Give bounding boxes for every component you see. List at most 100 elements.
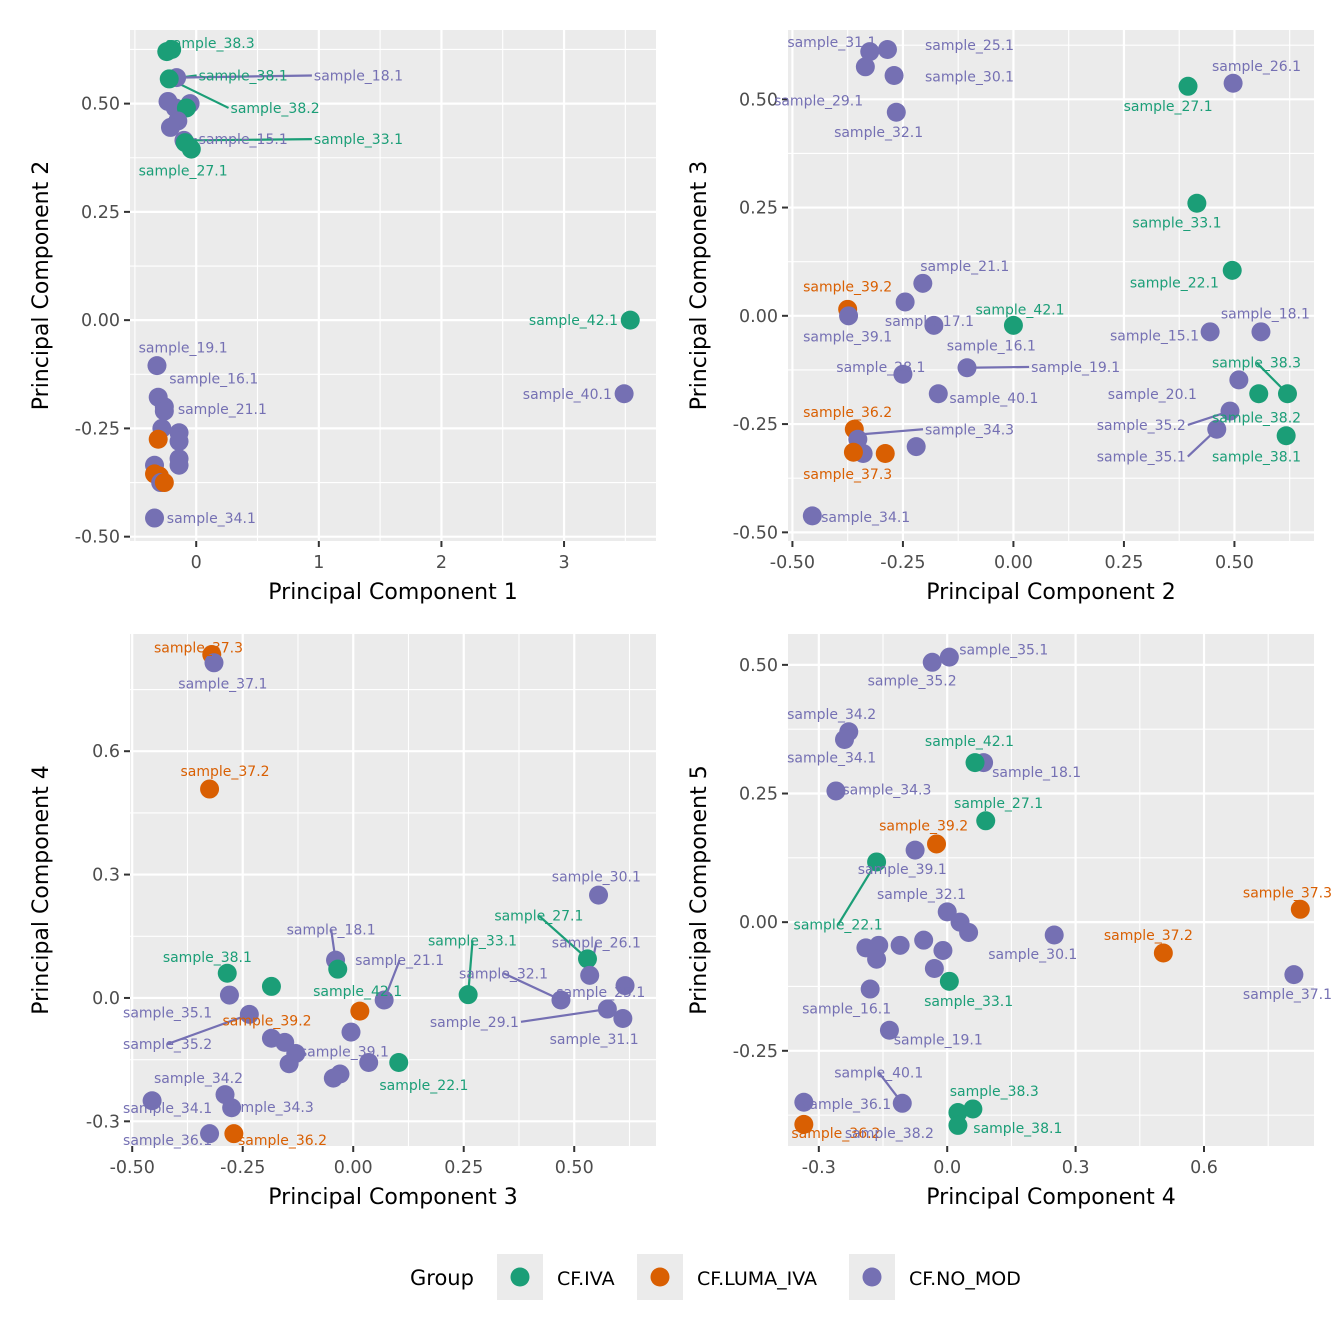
point-label: sample_29.1 bbox=[774, 94, 863, 110]
data-point-cf-luma-iva bbox=[1153, 943, 1173, 963]
data-point-cf-no-mod bbox=[1229, 370, 1249, 390]
data-point-cf-iva bbox=[1276, 426, 1296, 446]
data-point-cf-no-mod bbox=[1223, 73, 1243, 93]
point-label: sample_36.1 bbox=[802, 1097, 891, 1113]
data-point-cf-no-mod bbox=[160, 117, 180, 137]
data-point-cf-luma-iva bbox=[224, 1124, 244, 1144]
data-point-cf-no-mod bbox=[614, 384, 634, 404]
point-label: sample_15.1 bbox=[1110, 328, 1199, 344]
point-label: sample_38.1 bbox=[163, 950, 252, 966]
point-label: sample_42.1 bbox=[529, 313, 618, 329]
y-axis-title: Principal Component 5 bbox=[687, 765, 712, 1014]
point-label: sample_29.1 bbox=[430, 1015, 519, 1031]
point-label: sample_35.1 bbox=[123, 1005, 212, 1021]
y-tick-label: 0.50 bbox=[739, 90, 778, 110]
legend-label: CF.IVA bbox=[557, 1268, 615, 1290]
point-label: sample_28.1 bbox=[836, 360, 925, 376]
x-tick-label: 0.0 bbox=[933, 1158, 961, 1178]
point-label: sample_34.1 bbox=[123, 1101, 212, 1117]
panel-background bbox=[788, 634, 1314, 1146]
y-tick-label: 0.0 bbox=[92, 989, 120, 1009]
point-label: sample_22.1 bbox=[1130, 275, 1219, 291]
data-point-cf-iva bbox=[1187, 193, 1207, 213]
point-label: sample_26.1 bbox=[1212, 59, 1301, 75]
data-point-cf-no-mod bbox=[879, 1020, 899, 1040]
data-point-cf-no-mod bbox=[869, 935, 889, 955]
data-point-cf-iva bbox=[458, 985, 478, 1005]
data-point-cf-luma-iva bbox=[794, 1114, 814, 1134]
point-label: sample_33.1 bbox=[428, 933, 517, 949]
point-label: sample_35.2 bbox=[868, 673, 957, 689]
data-point-cf-no-mod bbox=[802, 506, 822, 526]
label-leader-line bbox=[185, 138, 312, 142]
data-point-cf-iva bbox=[389, 1053, 409, 1073]
point-label: sample_38.3 bbox=[166, 36, 255, 52]
data-point-cf-no-mod bbox=[884, 65, 904, 85]
point-label: sample_40.1 bbox=[949, 391, 1038, 407]
data-point-cf-no-mod bbox=[341, 1022, 361, 1042]
data-point-cf-no-mod bbox=[1220, 401, 1240, 421]
legend-key-cf-luma-iva-icon bbox=[650, 1267, 670, 1287]
x-tick-label: 0.3 bbox=[1062, 1158, 1090, 1178]
data-point-cf-iva bbox=[620, 310, 640, 330]
data-point-cf-no-mod bbox=[860, 42, 880, 62]
point-label: sample_20.1 bbox=[1108, 387, 1197, 403]
data-point-cf-no-mod bbox=[826, 781, 846, 801]
data-point-cf-luma-iva bbox=[154, 473, 174, 493]
point-label: sample_38.2 bbox=[845, 1126, 934, 1142]
point-label: sample_39.1 bbox=[803, 330, 892, 346]
point-label: sample_39.1 bbox=[300, 1044, 389, 1060]
data-point-cf-no-mod bbox=[169, 455, 189, 475]
point-label: sample_36.2 bbox=[803, 405, 892, 421]
point-label: sample_40.1 bbox=[523, 387, 612, 403]
y-tick-label: -0.25 bbox=[733, 415, 778, 435]
data-point-cf-no-mod bbox=[906, 437, 926, 457]
point-label: sample_25.1 bbox=[556, 985, 645, 1001]
data-point-cf-no-mod bbox=[219, 985, 239, 1005]
point-label: sample_34.3 bbox=[225, 1100, 314, 1116]
panel-2: -0.50 -0.25 0.00 0.25 0.50 -0.50 -0.25 0.00 0.25… bbox=[687, 30, 1314, 605]
data-point-cf-no-mod bbox=[169, 431, 189, 451]
data-point-cf-no-mod bbox=[886, 102, 906, 122]
point-label: sample_36.2 bbox=[238, 1133, 327, 1149]
panel-4: -0.3 0.0 0.3 0.6 -0.25 0.00 0.25 0.50 Principal … bbox=[687, 634, 1332, 1210]
y-tick-label: 0.00 bbox=[81, 311, 120, 331]
y-tick-label: 0.00 bbox=[739, 913, 778, 933]
data-point-cf-iva bbox=[1222, 260, 1242, 280]
x-tick-label: -0.50 bbox=[110, 1158, 155, 1178]
data-point-cf-iva bbox=[181, 139, 201, 159]
label-leader-line bbox=[503, 972, 562, 1002]
y-tick-label: -0.3 bbox=[86, 1112, 120, 1132]
data-point-cf-no-mod bbox=[959, 922, 979, 942]
panel-background bbox=[788, 30, 1314, 541]
point-label: sample_30.1 bbox=[925, 69, 1014, 85]
data-point-cf-no-mod bbox=[895, 292, 915, 312]
data-point-cf-luma-iva bbox=[1290, 899, 1310, 919]
point-label: sample_15.1 bbox=[199, 132, 288, 148]
y-axis-title: Principal Component 3 bbox=[687, 161, 712, 410]
point-label: sample_34.2 bbox=[787, 707, 876, 723]
data-point-cf-iva bbox=[159, 69, 179, 89]
data-point-cf-no-mod bbox=[922, 652, 942, 672]
point-label: sample_25.1 bbox=[925, 38, 1014, 54]
x-tick-label: -0.50 bbox=[770, 553, 815, 573]
data-point-cf-iva bbox=[1003, 315, 1023, 335]
point-label: sample_27.1 bbox=[1124, 99, 1213, 115]
point-label: sample_35.2 bbox=[123, 1037, 212, 1053]
point-label: sample_18.1 bbox=[287, 922, 376, 938]
point-label: sample_35.2 bbox=[1097, 418, 1186, 434]
y-tick-label: 0.6 bbox=[92, 742, 120, 762]
data-point-cf-iva bbox=[1249, 384, 1269, 404]
x-tick-label: 0.00 bbox=[994, 553, 1033, 573]
point-label: sample_39.2 bbox=[803, 279, 892, 295]
point-label: sample_37.1 bbox=[1243, 987, 1332, 1003]
y-tick-label: 0.25 bbox=[739, 785, 778, 805]
data-point-cf-no-mod bbox=[834, 729, 854, 749]
point-label: sample_31.1 bbox=[550, 1032, 639, 1048]
data-point-cf-no-mod bbox=[147, 356, 167, 376]
x-axis-title: Principal Component 3 bbox=[268, 1185, 517, 1210]
point-label: sample_21.1 bbox=[355, 953, 444, 969]
legend-label: CF.LUMA_IVA bbox=[697, 1268, 817, 1290]
point-label: sample_33.1 bbox=[924, 994, 1013, 1010]
data-point-cf-no-mod bbox=[957, 358, 977, 378]
